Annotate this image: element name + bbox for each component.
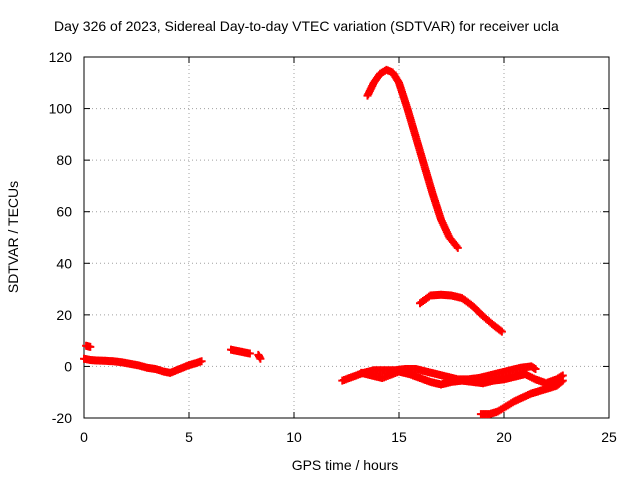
x-tick-label: 5 <box>185 429 193 445</box>
series-arc-late-bottom <box>476 376 567 419</box>
x-tick-label: 25 <box>601 429 617 445</box>
series-arc-28 <box>416 290 506 336</box>
x-tick-label: 0 <box>80 429 88 445</box>
y-tick-label: 40 <box>56 255 72 271</box>
chart-title: Day 326 of 2023, Sidereal Day-to-day VTE… <box>54 18 559 34</box>
x-axis-label: GPS time / hours <box>292 457 399 473</box>
data-point <box>197 357 206 366</box>
series-arc-early <box>80 354 206 377</box>
y-tick-label: 80 <box>56 152 72 168</box>
y-tick-label: 0 <box>64 358 72 374</box>
data-point <box>557 377 566 386</box>
y-tick-label: 20 <box>56 307 72 323</box>
data-point <box>256 354 265 363</box>
data-point <box>558 376 567 385</box>
data-point <box>452 242 461 251</box>
data-point <box>496 326 505 335</box>
data-point <box>531 365 540 374</box>
data-point <box>497 327 506 336</box>
data-point <box>245 349 254 358</box>
series-arc-late-lower <box>357 367 567 389</box>
y-tick-label: -20 <box>52 410 72 426</box>
series-arc-peak <box>363 65 462 252</box>
tick-labels: 0 5 10 15 20 25 -20 0 20 40 60 80 100 120 <box>49 49 617 445</box>
axes <box>83 56 610 419</box>
series-arc-7h <box>227 345 254 358</box>
y-tick-label: 60 <box>56 204 72 220</box>
data-point <box>453 243 462 252</box>
y-axis-label: SDTVAR / TECUs <box>5 181 21 293</box>
series-arc-early-upper <box>82 341 95 351</box>
y-tick-label: 100 <box>49 101 73 117</box>
x-tick-label: 20 <box>496 429 512 445</box>
y-tick-label: 120 <box>49 49 73 65</box>
data-points <box>80 65 567 419</box>
series-arc-8h <box>254 350 265 363</box>
x-tick-label: 10 <box>286 429 302 445</box>
data-point <box>86 342 95 351</box>
grid-lines <box>84 57 609 418</box>
plot-border <box>83 56 610 419</box>
x-tick-label: 15 <box>391 429 407 445</box>
